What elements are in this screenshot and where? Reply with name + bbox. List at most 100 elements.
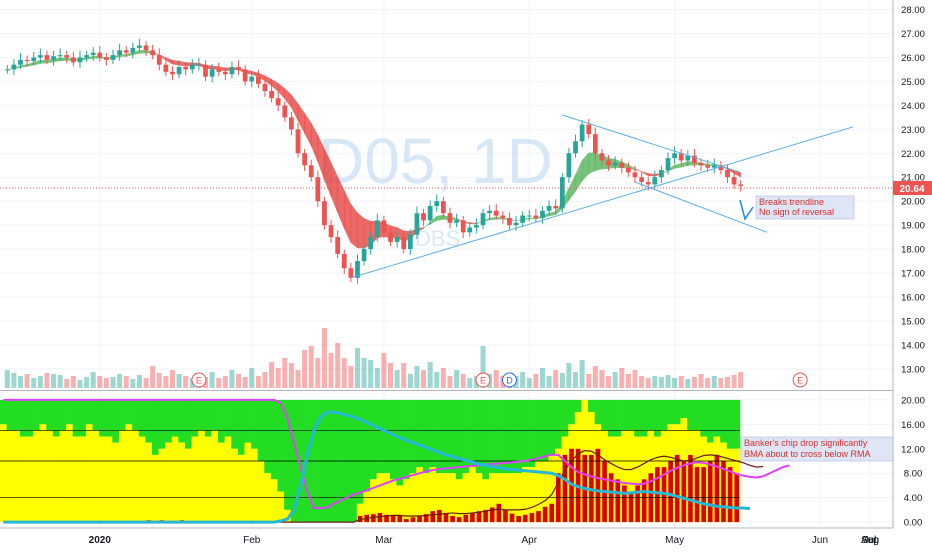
indicator-yellow-bar — [19, 436, 27, 523]
down-arrow-icon — [739, 199, 754, 221]
candle-body — [341, 253, 347, 269]
indicator-green-bar — [521, 399, 529, 468]
event-label: E — [480, 376, 486, 386]
price-tick-label: 14.00 — [901, 340, 925, 351]
candle-body — [619, 162, 625, 168]
indicator-green-bar — [6, 399, 14, 431]
volume-bar — [447, 376, 453, 388]
indicator-green-bar — [442, 399, 450, 474]
indicator-green-bar — [158, 399, 166, 449]
volume-bar — [665, 375, 671, 388]
indicator-red-bar — [622, 485, 627, 523]
indicator-yellow-bar — [237, 454, 245, 523]
candle-body — [474, 225, 479, 228]
volume-bar — [97, 376, 103, 388]
candle-body — [652, 177, 658, 185]
indicator-yellow-bar — [99, 436, 107, 523]
pane-separator[interactable] — [0, 390, 893, 391]
candle-body — [216, 69, 222, 72]
volume-bar — [705, 378, 711, 388]
indicator-green-bar — [132, 399, 140, 431]
candle-body — [196, 64, 202, 66]
indicator-yellow-bar — [535, 461, 543, 523]
volume-bar — [361, 358, 367, 388]
time-axis[interactable] — [0, 528, 932, 550]
volume-bar — [685, 379, 691, 388]
volume-bar — [354, 348, 360, 388]
indicator-red-bar — [384, 514, 389, 523]
volume-bar — [321, 328, 327, 388]
indicator-annotation-line-2: BMA about to cross below RMA — [744, 449, 871, 459]
indicator-green-bar — [614, 399, 622, 437]
indicator-red-bar — [443, 512, 449, 523]
volume-bar — [612, 372, 618, 388]
indicator-green-bar — [502, 399, 510, 474]
indicator-green-bar — [264, 399, 272, 474]
candle-body — [37, 55, 43, 58]
candle-body — [110, 55, 116, 60]
ribbon-segment — [350, 203, 358, 249]
indicator-green-bar — [105, 399, 113, 437]
volume-bar — [90, 372, 96, 388]
volume-bar — [302, 350, 308, 388]
indicator-green-bar — [654, 399, 662, 437]
indicator-tick-label: 12.00 — [901, 444, 925, 455]
indicator-yellow-bar — [33, 430, 40, 523]
indicator-red-bar — [668, 461, 673, 523]
ribbon-segment — [641, 171, 649, 177]
indicator-yellow-bar — [13, 430, 21, 523]
candle-body — [209, 69, 215, 77]
candle-body — [460, 220, 466, 233]
indicator-green-bar — [594, 399, 602, 425]
candle-body — [434, 201, 440, 206]
indicator-yellow-bar — [79, 436, 87, 523]
indicator-green-bar — [356, 399, 364, 504]
event-label: D — [506, 376, 513, 386]
ribbon-segment — [647, 173, 656, 177]
indicator-yellow-bar — [231, 448, 239, 523]
indicator-green-bar — [145, 399, 153, 443]
volume-bar — [288, 363, 294, 388]
indicator-red-bar — [470, 512, 475, 523]
indicator-green-bar — [667, 399, 675, 425]
indicator-green-bar — [733, 399, 741, 449]
volume-bar — [136, 375, 142, 388]
volume-bar — [123, 376, 129, 388]
annotation-banker-chip[interactable]: Banker's chip drop significantly BMA abo… — [740, 436, 894, 462]
candle-body — [308, 165, 314, 178]
candle-body — [381, 220, 387, 233]
price-axis[interactable] — [893, 0, 932, 550]
candle-body — [64, 55, 70, 58]
volume-bar — [639, 376, 645, 388]
indicator-tick-label: 16.00 — [901, 420, 925, 431]
indicator-red-bar — [721, 461, 726, 523]
time-tick-label: Sep — [861, 535, 879, 546]
ribbon-segment — [680, 161, 689, 168]
price-tick-label: 27.00 — [901, 29, 925, 40]
candle-body — [117, 50, 123, 56]
indicator-green-bar — [396, 399, 404, 486]
ribbon-segment — [634, 167, 642, 173]
candle-body — [123, 50, 129, 53]
volume-bar — [493, 370, 499, 388]
candle-body — [639, 177, 644, 183]
indicator-green-bar — [363, 399, 371, 492]
candle-body — [335, 237, 341, 254]
ribbon-segment — [357, 212, 365, 249]
indicator-red-bar — [615, 479, 621, 523]
volume-bar — [77, 380, 83, 388]
price-axis-labels: 28.00 27.00 26.00 25.00 24.00 23.00 22.00 21.00… — [901, 5, 925, 375]
indicator-red-bar — [522, 514, 528, 523]
indicator-annotation-line-1: Banker's chip drop significantly — [744, 438, 868, 448]
candle-body — [361, 249, 367, 262]
indicator-green-bar — [224, 399, 232, 437]
time-tick-label: Aug — [861, 535, 879, 546]
annotation-breaks-trendline[interactable]: Breaks trendline No sign of reversal — [739, 195, 855, 221]
indicator-red-bar — [417, 516, 422, 523]
ribbon-segment — [284, 87, 292, 109]
volume-bar — [18, 376, 24, 388]
indicator-green-bar — [112, 399, 120, 443]
trendlines — [350, 114, 854, 279]
